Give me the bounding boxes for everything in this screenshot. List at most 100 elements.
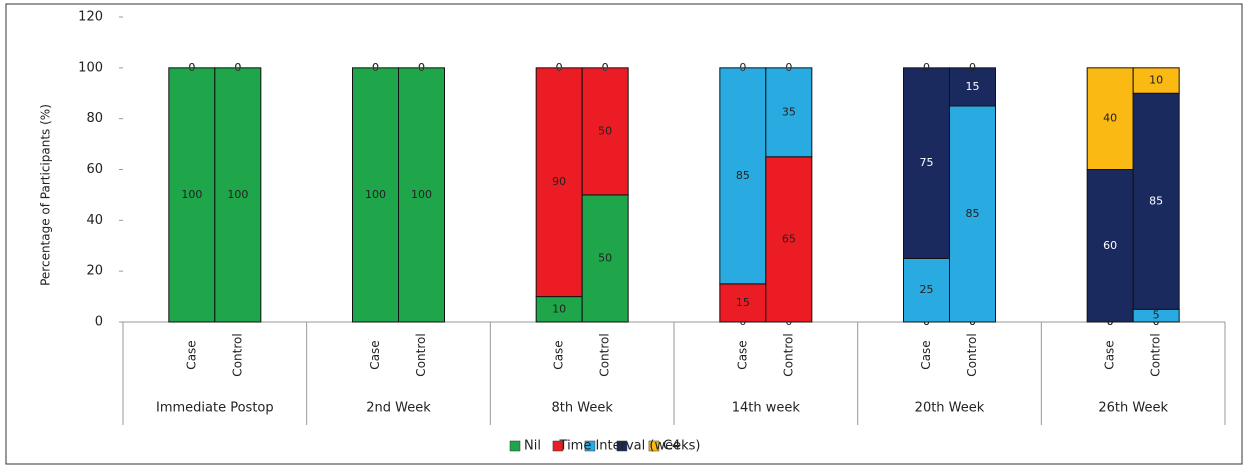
- x-axis-title: Time Interval (weeks): [559, 439, 701, 454]
- frame: [5, 3, 1243, 465]
- value-label: 0: [188, 61, 195, 74]
- value-label: 100: [227, 188, 248, 201]
- value-label: 0: [785, 61, 792, 74]
- value-label: 0: [188, 61, 195, 74]
- value-label: 10: [1149, 74, 1163, 87]
- value-label: 5: [1153, 309, 1160, 322]
- value-label: 0: [602, 61, 609, 74]
- value-label: 35: [782, 105, 796, 118]
- group-label: Immediate Postop: [156, 401, 274, 416]
- group-label: 26th Week: [1098, 401, 1168, 416]
- legend-label: Nil: [524, 439, 541, 454]
- value-label: 100: [365, 188, 386, 201]
- value-label: 0: [234, 61, 241, 74]
- value-label: 0: [785, 61, 792, 74]
- value-label: 0: [418, 61, 425, 74]
- bar-segment: [398, 67, 445, 323]
- value-label: 0: [418, 61, 425, 74]
- bar-segment: [214, 67, 262, 323]
- bar-segment: [1132, 92, 1180, 310]
- value-label: 0: [418, 61, 425, 74]
- value-label: 85: [1149, 194, 1163, 207]
- value-label: 50: [598, 124, 612, 137]
- value-label: 10: [552, 302, 566, 315]
- value-label: 0: [602, 61, 609, 74]
- group-label: 8th Week: [551, 401, 613, 416]
- value-label: 0: [923, 61, 930, 74]
- value-label: 0: [372, 61, 379, 74]
- bar-segment: [581, 194, 629, 323]
- group-label: 14th week: [732, 401, 801, 416]
- x-tick-label: Case: [552, 340, 566, 369]
- y-tick-label: 40: [86, 213, 103, 228]
- y-tick-label: 0: [95, 315, 103, 330]
- legend-swatch: [616, 440, 628, 452]
- x-tick-label: Case: [368, 340, 382, 369]
- value-label: 75: [920, 156, 934, 169]
- group-label: 2nd Week: [366, 401, 431, 416]
- value-label: 100: [181, 188, 202, 201]
- value-label: 25: [920, 283, 934, 296]
- value-label: 0: [418, 61, 425, 74]
- x-tick-label: Case: [735, 340, 749, 369]
- value-label: 15: [736, 296, 750, 309]
- bar-segment: [1132, 67, 1180, 94]
- bar-segment: [765, 156, 813, 323]
- bar-segment: [765, 67, 813, 158]
- x-tick-label: Case: [184, 340, 198, 369]
- value-label: 0: [556, 61, 563, 74]
- bar-segment: [535, 296, 583, 323]
- x-tick-label: Control: [1149, 333, 1163, 376]
- value-label: 0: [234, 61, 241, 74]
- y-tick-label: 20: [86, 264, 103, 279]
- legend-swatch: [584, 440, 596, 452]
- y-tick-label: 120: [78, 10, 103, 25]
- bar-segment: [1086, 67, 1134, 170]
- value-label: 0: [234, 61, 241, 74]
- value-label: 0: [556, 61, 563, 74]
- value-label: 0: [372, 61, 379, 74]
- legend-label: C4: [663, 439, 680, 454]
- legend-swatch: [509, 440, 521, 452]
- x-tick-label: Case: [919, 340, 933, 369]
- bar-segment: [535, 67, 583, 298]
- value-label: 65: [782, 232, 796, 245]
- x-tick-label: Control: [598, 333, 612, 376]
- value-label: 100: [411, 188, 432, 201]
- bar-segment: [1086, 169, 1134, 323]
- value-label: 0: [556, 61, 563, 74]
- value-label: 0: [969, 61, 976, 74]
- value-label: 0: [372, 61, 379, 74]
- group-label: 20th Week: [915, 401, 985, 416]
- value-label: 50: [598, 251, 612, 264]
- bar-segment: [581, 67, 629, 196]
- legend-swatch: [552, 440, 564, 452]
- value-label: 0: [188, 61, 195, 74]
- x-tick-label: Control: [781, 333, 795, 376]
- value-label: 0: [372, 61, 379, 74]
- bar-segment: [949, 105, 996, 323]
- value-label: 0: [739, 61, 746, 74]
- x-tick-label: Control: [414, 333, 428, 376]
- legend-swatch: [648, 440, 660, 452]
- bar-segment: [903, 257, 950, 323]
- bar-segment: [949, 67, 996, 107]
- value-label: 85: [736, 169, 750, 182]
- x-tick-label: Control: [230, 333, 244, 376]
- value-label: 0: [602, 61, 609, 74]
- y-tick-label: 80: [86, 111, 103, 126]
- value-label: 0: [739, 61, 746, 74]
- bar-segment: [719, 67, 767, 285]
- value-label: 0: [234, 61, 241, 74]
- value-label: 60: [1103, 239, 1117, 252]
- y-axis-title: Percentage of Participants (%): [39, 104, 53, 286]
- value-label: 40: [1103, 112, 1117, 125]
- x-tick-label: Control: [965, 333, 979, 376]
- value-label: 0: [188, 61, 195, 74]
- value-label: 90: [552, 175, 566, 188]
- y-tick-label: 60: [86, 162, 103, 177]
- y-tick-label: 100: [78, 60, 103, 75]
- value-label: 85: [966, 207, 980, 220]
- bar-segment: [168, 67, 216, 323]
- x-tick-label: Case: [1103, 340, 1117, 369]
